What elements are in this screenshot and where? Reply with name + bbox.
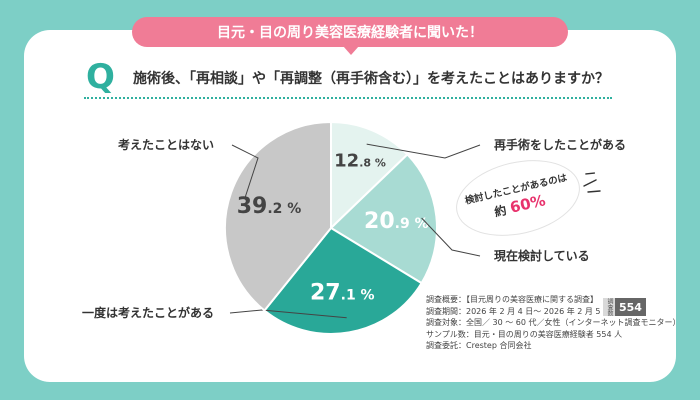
callout-prefix: 約 xyxy=(493,203,508,220)
survey-line: 調査対象：全国／ 30 ～ 60 代／女性（インターネット調査モニター） xyxy=(426,318,681,327)
slice-category-label: 現在検討している xyxy=(494,248,590,263)
leader-line xyxy=(231,144,259,198)
slice-category-label: 再手術をしたことがある xyxy=(494,137,626,152)
leader-line xyxy=(366,143,481,159)
leader-line xyxy=(421,217,481,257)
survey-line: サンプル数：目元・目の周りの美容医療経験者 554 人 xyxy=(426,329,623,339)
pie-slice xyxy=(263,226,423,335)
header-banner: 目元・目の周り美容医療経験者に聞いた！ xyxy=(132,17,568,47)
survey-info: 調査概要：【目元周りの美容医療に関する調査】 調査期間：2026 年 2 月 4… xyxy=(426,294,681,352)
slice-category-label: 一度は考えたことがある xyxy=(82,305,214,320)
banner-pointer xyxy=(343,46,359,55)
slice-value-label: 12.8 % xyxy=(334,151,386,172)
survey-line: 調査委託：Crestep 合同会社 xyxy=(426,341,532,350)
slice-value-label: 27.1 % xyxy=(310,281,375,306)
question-mark: Q xyxy=(86,57,115,97)
pie-slice xyxy=(330,120,409,231)
pie-slice xyxy=(329,153,438,285)
slice-value-label: 39.2 % xyxy=(237,194,302,219)
banner-title: 目元・目の周り美容医療経験者に聞いた！ xyxy=(217,25,483,41)
question-text: 施術後、「再相談」や「再調整（再手術含む）」を考えたことはありますか？ xyxy=(133,71,609,87)
sparkle-icon xyxy=(583,172,601,193)
badge-value: 554 xyxy=(615,298,646,316)
slice-category-label: 考えたことはない xyxy=(118,137,214,152)
slice-value-label: 20.9 % xyxy=(364,209,429,234)
badge-label: 調査数 xyxy=(603,298,615,316)
question-underline xyxy=(84,97,612,99)
leader-line xyxy=(229,309,347,319)
pie-slice xyxy=(224,120,332,312)
survey-line: 調査期間：2026 年 2 月 4 日～ 2026 年 2 月 5 日 xyxy=(426,306,612,316)
sample-size-badge: 調査数 554 xyxy=(603,298,646,316)
survey-line: 調査概要：【目元周りの美容医療に関する調査】 xyxy=(426,295,598,304)
